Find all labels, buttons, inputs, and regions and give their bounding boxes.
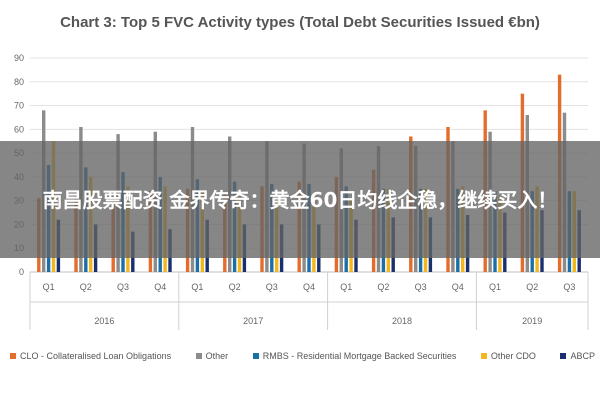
legend-swatch <box>10 353 16 359</box>
x-tick-label: Q4 <box>154 282 166 292</box>
x-tick-label: Q1 <box>340 282 352 292</box>
legend-item: Other <box>195 351 229 361</box>
x-tick-label: Q3 <box>117 282 129 292</box>
chart-legend: CLO - Collateralised Loan Obligations Oth… <box>10 351 595 361</box>
chart-title: Chart 3: Top 5 FVC Activity types (Total… <box>60 14 540 31</box>
x-tick-label: Q1 <box>43 282 55 292</box>
x-tick-label: Q2 <box>526 282 538 292</box>
legend-item: CLO - Collateralised Loan Obligations <box>10 351 171 361</box>
x-tick-label: Q2 <box>80 282 92 292</box>
y-tick-label: 80 <box>14 77 24 87</box>
overlay-banner: 南昌股票配资 金界传奇：黄金60日均线企稳，继续买入！ <box>0 141 600 258</box>
x-tick-label: Q1 <box>489 282 501 292</box>
year-label: 2017 <box>243 316 263 326</box>
x-tick-label: Q2 <box>377 282 389 292</box>
legend-item: Other CDO <box>480 351 536 361</box>
legend-swatch <box>252 353 259 359</box>
y-tick-label: 90 <box>14 53 24 63</box>
x-tick-label: Q1 <box>191 282 203 292</box>
year-label: 2016 <box>94 316 114 326</box>
year-label: 2019 <box>522 316 542 326</box>
legend-item: RMBS - Residential Mortgage Backed Secur… <box>252 351 457 361</box>
x-tick-label: Q3 <box>415 282 427 292</box>
legend-item: ABCP <box>560 351 595 361</box>
year-label: 2018 <box>392 316 412 326</box>
x-tick-label: Q3 <box>266 282 278 292</box>
overlay-headline: 南昌股票配资 金界传奇：黄金60日均线企稳，继续买入！ <box>42 187 558 212</box>
legend-label: ABCP <box>570 351 595 361</box>
x-tick-label: Q2 <box>229 282 241 292</box>
x-tick-label: Q4 <box>303 282 315 292</box>
legend-label: CLO - Collateralised Loan Obligations <box>20 351 172 361</box>
legend-label: Other CDO <box>490 351 536 361</box>
y-tick-label: 70 <box>14 101 24 111</box>
x-tick-label: Q3 <box>563 282 575 292</box>
y-tick-label: 60 <box>14 124 24 134</box>
legend-swatch <box>480 353 487 359</box>
y-tick-label: 0 <box>19 267 24 277</box>
x-tick-label: Q4 <box>452 282 464 292</box>
legend-label: Other <box>205 351 229 361</box>
legend-swatch <box>560 353 567 359</box>
legend-swatch <box>195 353 202 359</box>
legend-label: RMBS - Residential Mortgage Backed Secur… <box>262 351 457 361</box>
